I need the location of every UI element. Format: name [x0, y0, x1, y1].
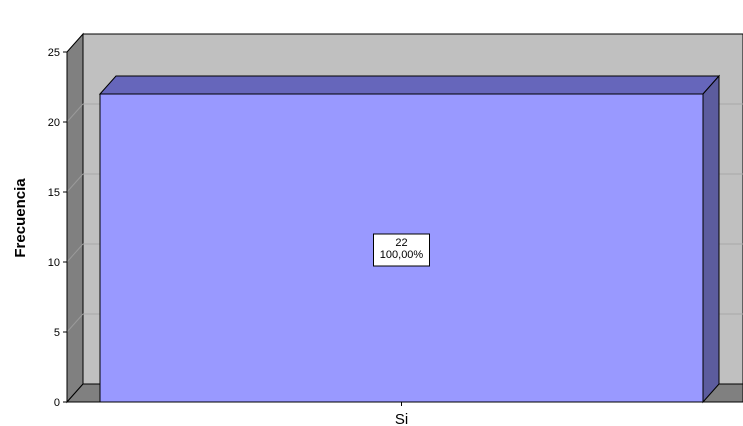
- gridline-side: [66, 243, 84, 263]
- data-label-text: 22: [395, 237, 407, 249]
- bar-side: [702, 74, 720, 404]
- y-tick-label: 15: [48, 187, 60, 199]
- y-tick-label: 0: [54, 397, 60, 409]
- y-tick-label: 25: [48, 47, 60, 59]
- x-axis: Si: [395, 402, 408, 426]
- y-tick-label: 10: [48, 257, 60, 269]
- x-tick-label: Si: [395, 411, 408, 426]
- data-label-text: 100,00%: [380, 249, 424, 261]
- data-label-box: [373, 233, 430, 267]
- gridline-side: [66, 313, 84, 333]
- y-tick-label: 20: [48, 117, 60, 129]
- left-wall: [66, 32, 84, 404]
- y-tick-label: 5: [54, 327, 60, 339]
- y-axis: 0 5 10 15 20 25: [48, 47, 68, 409]
- gridline-side: [66, 173, 84, 193]
- y-axis-label: Frecuencia: [12, 178, 29, 258]
- gridline-side: [66, 103, 84, 123]
- bar-top: [98, 75, 721, 95]
